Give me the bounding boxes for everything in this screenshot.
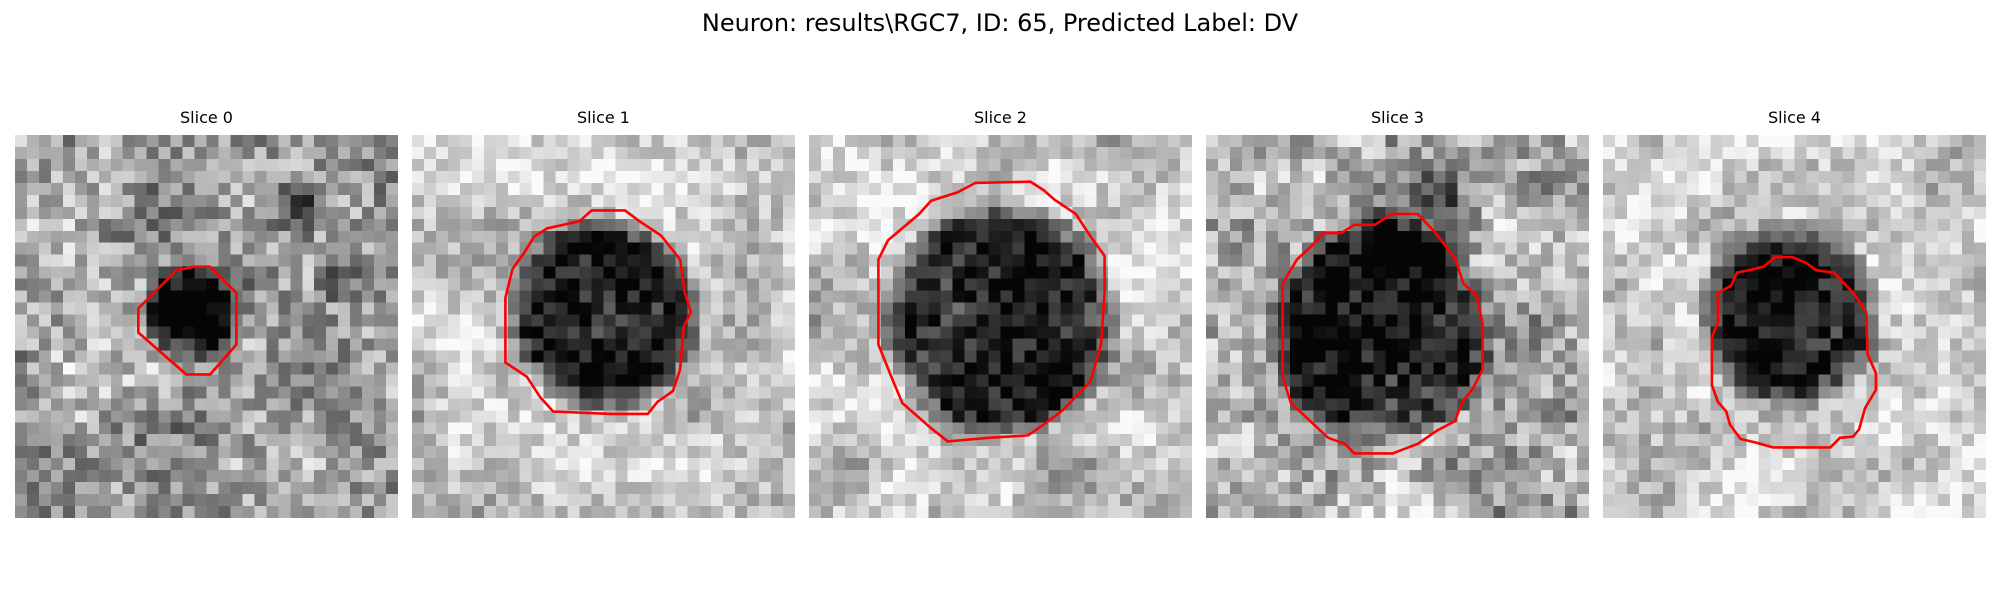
slice-2-title: Slice 2 <box>974 108 1027 127</box>
slice-3-image <box>1206 135 1589 518</box>
slice-panel-0: Slice 0 <box>15 108 398 518</box>
neuron-contour <box>877 180 1106 443</box>
slice-0-image <box>15 135 398 518</box>
slice-4-image <box>1603 135 1986 518</box>
slice-3-title: Slice 3 <box>1371 108 1424 127</box>
slice-pixels <box>1603 135 1986 518</box>
slice-pixels <box>412 135 795 518</box>
slice-4-title: Slice 4 <box>1768 108 1821 127</box>
figure-title: Neuron: results\RGC7, ID: 65, Predicted … <box>701 9 1299 37</box>
neuron-contour <box>504 209 693 416</box>
slice-2-image <box>809 135 1192 518</box>
neuron-contour <box>137 265 238 376</box>
slice-1-title: Slice 1 <box>577 108 630 127</box>
slice-pixels <box>1206 135 1589 518</box>
slice-0-title: Slice 0 <box>180 108 233 127</box>
slice-panel-1: Slice 1 <box>412 108 795 518</box>
slice-panel-2: Slice 2 <box>809 108 1192 518</box>
slice-pixels <box>15 135 398 518</box>
neuron-contour <box>1710 255 1878 449</box>
slice-panel-4: Slice 4 <box>1603 108 1986 518</box>
slice-panel-3: Slice 3 <box>1206 108 1589 518</box>
slice-1-image <box>412 135 795 518</box>
neuron-contour <box>1281 212 1484 455</box>
slice-pixels <box>809 135 1192 518</box>
